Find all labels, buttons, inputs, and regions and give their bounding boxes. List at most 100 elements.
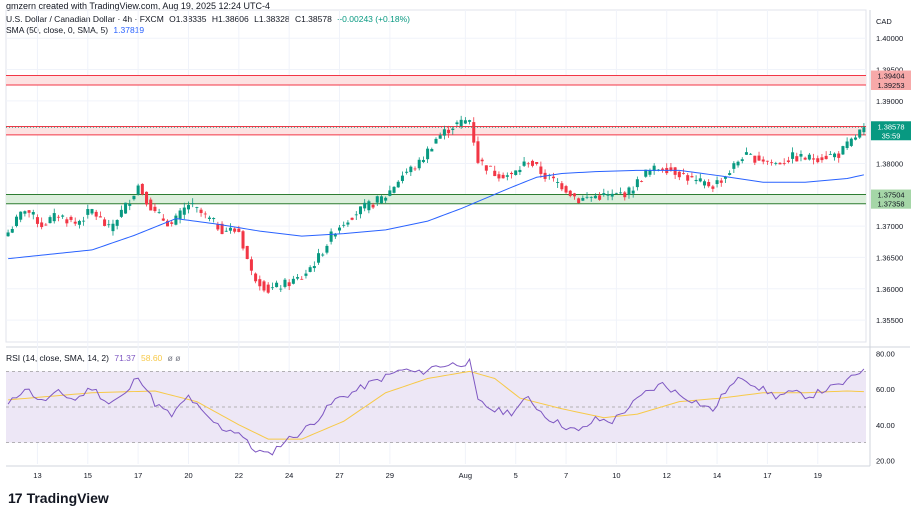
candle-body xyxy=(10,228,14,233)
candle-body xyxy=(795,156,799,162)
candle-body xyxy=(245,245,249,260)
candle-body xyxy=(560,183,564,190)
support-bottom-tag-label: 1.37358 xyxy=(877,200,904,209)
candle-body xyxy=(86,209,90,215)
candle-body xyxy=(140,183,144,195)
candle-body xyxy=(459,119,463,126)
resistance-upper-zone xyxy=(6,75,866,85)
candle-body xyxy=(493,170,497,177)
candle-body xyxy=(228,227,232,231)
support-zone xyxy=(6,194,866,204)
tradingview-logo-icon: 17 xyxy=(8,490,23,506)
candle-body xyxy=(849,138,853,146)
candle-body xyxy=(644,169,648,177)
candle-body xyxy=(568,190,572,196)
candle-body xyxy=(98,216,102,218)
y-tick-label: 1.37000 xyxy=(876,222,903,231)
candle-body xyxy=(375,196,379,203)
candle-body xyxy=(413,168,417,170)
candle-body xyxy=(186,205,190,210)
rsi-extra: ø ø xyxy=(167,353,181,363)
rsi-tick-label: 60.00 xyxy=(876,385,895,394)
sma-legend: SMA (50, close, 0, SMA, 5) 1.37819 xyxy=(6,25,144,35)
candle-body xyxy=(631,190,635,194)
candle-body xyxy=(170,222,174,224)
candle-body xyxy=(816,158,820,163)
candle-body xyxy=(266,284,270,293)
resistance-upper-top-tag xyxy=(871,70,911,81)
candle-body xyxy=(715,180,719,185)
candle-body xyxy=(342,224,346,226)
candle-body xyxy=(23,211,27,214)
price-pane-frame xyxy=(5,9,867,343)
y-tick-label: 1.39000 xyxy=(876,97,903,106)
candle-body xyxy=(602,193,606,195)
rsi-tick-label: 40.00 xyxy=(876,421,895,430)
candle-body xyxy=(379,196,383,204)
x-tick-label: 19 xyxy=(814,471,822,480)
candle-body xyxy=(308,267,312,272)
candle-body xyxy=(510,172,514,175)
candle-body xyxy=(44,224,48,226)
candle-body xyxy=(153,206,157,212)
axes: 1.355001.360001.365001.370001.375001.380… xyxy=(33,17,911,480)
candle-body xyxy=(426,148,430,160)
price-legend: U.S. Dollar / Canadian Dollar · 4h · FXC… xyxy=(6,14,410,24)
candle-body xyxy=(761,159,765,162)
candle-body xyxy=(296,277,300,279)
candle-body xyxy=(312,266,316,269)
candle-body xyxy=(35,217,39,224)
rsi-legend: RSI (14, close, SMA, 14, 2) 71.37 58.60 … xyxy=(6,353,180,363)
candle-body xyxy=(694,179,698,182)
candle-body xyxy=(744,152,748,155)
open-value: O1.38335 xyxy=(169,14,207,24)
tradingview-brand[interactable]: 17 TradingView xyxy=(8,490,109,506)
candle-body xyxy=(858,129,862,138)
candle-body xyxy=(48,217,52,224)
candle-body xyxy=(65,219,69,224)
y-tick-label: 1.36000 xyxy=(876,285,903,294)
x-tick-label: 15 xyxy=(84,471,92,480)
rsi-ma-line xyxy=(8,370,864,440)
x-tick-label: 20 xyxy=(184,471,192,480)
candle-body xyxy=(812,158,816,160)
candle-body xyxy=(354,214,358,216)
candle-body xyxy=(539,166,543,174)
rsi-value: 71.37 xyxy=(114,353,136,363)
candle-body xyxy=(405,171,409,173)
sma-label[interactable]: SMA (50, close, 0, SMA, 5) xyxy=(6,25,109,35)
y-tick-label: 1.40000 xyxy=(876,34,903,43)
candle-body xyxy=(224,230,228,232)
currency-label: CAD xyxy=(876,17,892,26)
symbol-title[interactable]: U.S. Dollar / Canadian Dollar · 4h · FXC… xyxy=(6,14,164,24)
candle-body xyxy=(350,217,354,220)
candle-body xyxy=(149,199,153,211)
candle-body xyxy=(421,159,425,163)
x-tick-label: 13 xyxy=(33,471,41,480)
candle-body xyxy=(442,129,446,136)
low-value: L1.38328 xyxy=(254,14,290,24)
rsi-line xyxy=(7,357,865,456)
candle-body xyxy=(501,174,505,179)
candle-body xyxy=(854,137,858,140)
candle-body xyxy=(669,167,673,171)
candle-body xyxy=(111,223,115,232)
candle-body xyxy=(191,203,195,204)
candle-body xyxy=(203,213,207,215)
candle-body xyxy=(652,165,656,172)
candle-body xyxy=(774,163,778,164)
candle-body xyxy=(551,176,555,179)
candle-body xyxy=(623,192,627,198)
candle-body xyxy=(736,161,740,166)
rsi-layer xyxy=(6,357,866,456)
candle-body xyxy=(325,245,329,253)
candle-body xyxy=(300,278,304,280)
candle-body xyxy=(14,216,18,226)
rsi-label[interactable]: RSI (14, close, SMA, 14, 2) xyxy=(6,353,109,363)
candle-body xyxy=(627,187,631,195)
candle-body xyxy=(195,207,199,208)
candle-body xyxy=(686,175,690,181)
candle-body xyxy=(124,202,128,214)
candle-body xyxy=(640,181,644,182)
